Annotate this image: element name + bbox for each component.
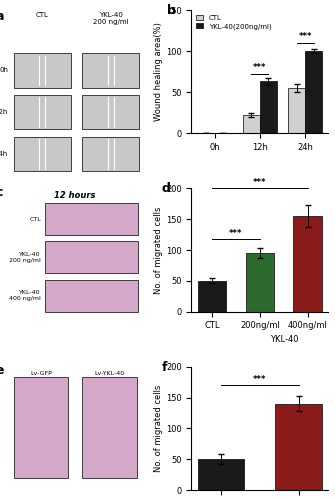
Text: CTL: CTL xyxy=(36,12,49,18)
Bar xyxy=(45,280,138,312)
Text: ***: *** xyxy=(253,64,267,72)
Bar xyxy=(198,459,244,490)
Bar xyxy=(288,88,305,133)
Text: CTL: CTL xyxy=(29,216,41,222)
Bar xyxy=(13,137,71,171)
Text: Lv-GFP: Lv-GFP xyxy=(30,370,52,376)
Text: Lv-YKL-40: Lv-YKL-40 xyxy=(94,370,124,376)
Y-axis label: No. of migrated cells: No. of migrated cells xyxy=(154,385,163,472)
Text: c: c xyxy=(0,186,3,199)
Bar xyxy=(45,242,138,274)
Bar xyxy=(275,404,322,490)
Bar xyxy=(13,377,68,478)
Text: 24h: 24h xyxy=(0,151,8,157)
Text: YKL-40: YKL-40 xyxy=(270,335,298,344)
Bar xyxy=(82,377,137,478)
Text: d: d xyxy=(161,182,170,196)
Y-axis label: Wound healing area(%): Wound healing area(%) xyxy=(154,22,163,121)
Bar xyxy=(45,203,138,235)
Text: ***: *** xyxy=(253,375,267,384)
Bar xyxy=(198,281,226,312)
Bar xyxy=(305,51,322,133)
Text: e: e xyxy=(0,364,4,378)
Bar xyxy=(243,115,260,133)
Bar xyxy=(82,95,139,130)
Legend: CTL, YKL-40(200ng/ml): CTL, YKL-40(200ng/ml) xyxy=(195,14,273,31)
Text: 12h: 12h xyxy=(0,109,8,115)
Text: f: f xyxy=(161,361,167,374)
Bar xyxy=(260,82,277,133)
Text: YKL-40
200 ng/ml: YKL-40 200 ng/ml xyxy=(93,12,129,26)
Text: b: b xyxy=(167,4,176,17)
Text: ***: *** xyxy=(229,228,243,237)
Bar xyxy=(246,253,274,312)
Text: 0h: 0h xyxy=(0,68,8,73)
Bar xyxy=(13,95,71,130)
Y-axis label: No. of migrated cells: No. of migrated cells xyxy=(154,206,163,294)
Bar xyxy=(293,216,322,312)
Text: ***: *** xyxy=(253,178,267,186)
Text: 12 hours: 12 hours xyxy=(54,191,96,200)
Text: a: a xyxy=(0,10,4,23)
Bar xyxy=(82,53,139,88)
Text: YKL-40
400 ng/ml: YKL-40 400 ng/ml xyxy=(9,290,41,301)
Bar xyxy=(13,53,71,88)
Text: YKL-40
200 ng/ml: YKL-40 200 ng/ml xyxy=(9,252,41,263)
Bar xyxy=(82,137,139,171)
Text: ***: *** xyxy=(298,32,312,41)
